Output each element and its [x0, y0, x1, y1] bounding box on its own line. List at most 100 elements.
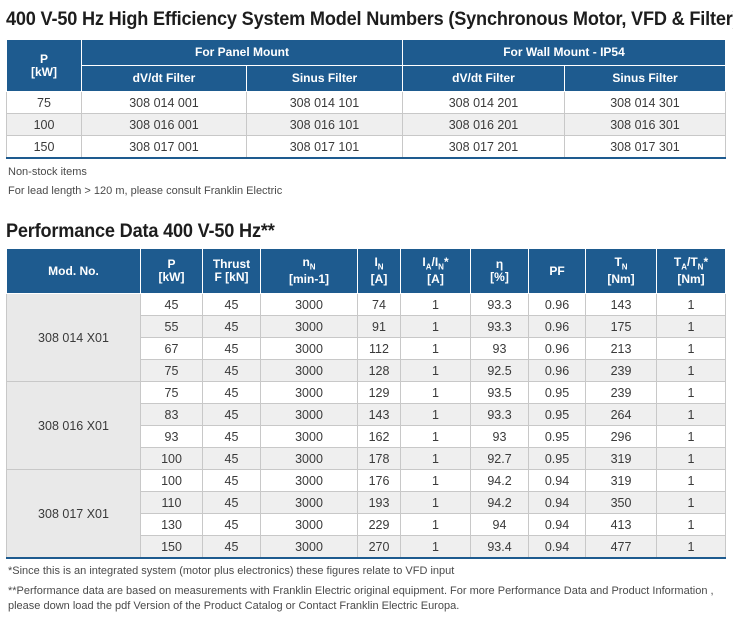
table-row: 308 017 X01 100 45 3000 176 1 94.2 0.94 319 1 [6, 469, 726, 559]
wall-sinus-filter-header: Sinus Filter [564, 65, 726, 92]
power-cell: 75 [6, 91, 82, 114]
speed-cell: 3000 [260, 381, 358, 404]
speed-cell: 3000 [260, 491, 358, 514]
model-number-cell: 308 014 101 [246, 91, 403, 114]
table-row: 67 45 3000 112 1 93 0.96 213 1 [7, 337, 726, 360]
torque-cell: 264 [585, 403, 657, 426]
starting-current-ratio-header: IA/IN* [A] [400, 248, 471, 294]
model-number-cell: 308 014 301 [564, 91, 726, 114]
starting-torque-ratio-cell: 1 [656, 491, 726, 514]
starting-torque-ratio-cell: 1 [656, 535, 726, 559]
table-row: 130 45 3000 229 1 94 0.94 413 1 [7, 513, 726, 536]
power-cell: 45 [140, 293, 203, 316]
efficiency-cell: 93.3 [470, 315, 529, 338]
torque-cell: 296 [585, 425, 657, 448]
current-header-symbol: I [374, 254, 378, 269]
speed-cell: 3000 [260, 535, 358, 559]
panel-dvdt-filter-header: dV/dt Filter [81, 65, 247, 92]
ia-star: * [443, 254, 449, 269]
model-numbers-table: P [kW] For Panel Mount For Wall Mount - … [6, 39, 726, 159]
torque-unit: [Nm] [607, 272, 635, 287]
speed-cell: 3000 [260, 337, 358, 360]
ia-unit: [A] [427, 272, 444, 287]
power-factor-cell: 0.94 [528, 513, 586, 536]
model-number-cell: 308 014 001 [81, 91, 247, 114]
model-number-cell: 308 014 X01 [6, 293, 141, 382]
thrust-cell: 45 [202, 513, 261, 536]
thrust-header-unit: F [kN] [214, 270, 249, 284]
starting-current-ratio-cell: 1 [400, 381, 471, 404]
current-cell: 128 [357, 359, 401, 382]
power-cell: 75 [140, 359, 203, 382]
power-cell: 100 [140, 469, 203, 492]
model-number-cell: 308 016 X01 [6, 381, 141, 470]
ta-subscript: A [681, 262, 687, 272]
power-cell: 75 [140, 381, 203, 404]
ia-symbol: I [422, 254, 426, 269]
current-cell: 193 [357, 491, 401, 514]
current-cell: 91 [357, 315, 401, 338]
torque-cell: 213 [585, 337, 657, 360]
starting-torque-ratio-cell: 1 [656, 337, 726, 360]
current-header: IN [A] [357, 248, 401, 294]
power-factor-cell: 0.94 [528, 491, 586, 514]
power-cell: 130 [140, 513, 203, 536]
lead-length-note: For lead length > 120 m, please consult … [8, 185, 283, 197]
table-row: 308 014 X01 45 45 3000 74 1 93.3 0.96 143 1 [6, 293, 726, 382]
panel-sinus-filter-header: Sinus Filter [246, 65, 403, 92]
current-cell: 112 [357, 337, 401, 360]
efficiency-cell: 94.2 [470, 491, 529, 514]
speed-cell: 3000 [260, 447, 358, 470]
power-factor-cell: 0.95 [528, 447, 586, 470]
starting-current-ratio-cell: 1 [400, 337, 471, 360]
wall-dvdt-filter-header: dV/dt Filter [402, 65, 565, 92]
table-row: 150 308 017 001 308 017 101 308 017 201 … [6, 135, 726, 159]
power-cell: 83 [140, 403, 203, 426]
speed-header: nN [min-1] [260, 248, 358, 294]
starting-current-ratio-cell: 1 [400, 469, 471, 492]
power-factor-cell: 0.95 [528, 403, 586, 426]
model-number-cell: 308 014 201 [402, 91, 565, 114]
thrust-cell: 45 [202, 293, 261, 316]
thrust-header-label: Thrust [212, 257, 251, 271]
power-factor-cell: 0.95 [528, 381, 586, 404]
model-number-cell: 308 017 101 [246, 135, 403, 159]
torque-cell: 319 [585, 469, 657, 492]
ta-subscript-2: N [697, 262, 704, 272]
model-number-header: Mod. No. [6, 248, 141, 294]
efficiency-cell: 93.5 [470, 381, 529, 404]
table-row: 100 45 3000 178 1 92.7 0.95 319 1 [7, 447, 726, 470]
table-row: 75 308 014 001 308 014 101 308 014 201 3… [6, 91, 726, 114]
torque-cell: 477 [585, 535, 657, 559]
thrust-cell: 45 [202, 535, 261, 559]
model-number-cell: 308 016 201 [402, 113, 565, 136]
thrust-cell: 45 [202, 359, 261, 382]
speed-header-symbol: n [302, 254, 310, 269]
torque-cell: 175 [585, 315, 657, 338]
starting-current-ratio-cell: 1 [400, 535, 471, 559]
wall-mount-header: For Wall Mount - IP54 [402, 39, 726, 66]
power-cell: 150 [140, 535, 203, 559]
power-factor-cell: 0.96 [528, 359, 586, 382]
starting-current-ratio-cell: 1 [400, 447, 471, 470]
power-cell: 67 [140, 337, 203, 360]
torque-symbol: T [614, 254, 622, 269]
power-factor-header: PF [528, 248, 586, 294]
power-cell: 150 [6, 135, 82, 159]
power-cell: 93 [140, 425, 203, 448]
torque-cell: 350 [585, 491, 657, 514]
power-header: P [kW] [140, 248, 203, 294]
ta-separator: /T [687, 254, 698, 269]
table-row: 55 45 3000 91 1 93.3 0.96 175 1 [7, 315, 726, 338]
power-header-label: P [167, 257, 176, 271]
thrust-header: Thrust F [kN] [202, 248, 261, 294]
starting-current-ratio-cell: 1 [400, 403, 471, 426]
power-factor-cell: 0.95 [528, 425, 586, 448]
starting-current-ratio-cell: 1 [400, 293, 471, 316]
thrust-cell: 45 [202, 381, 261, 404]
torque-subscript: N [621, 262, 628, 272]
ia-subscript-2: N [438, 262, 444, 272]
table-row: 75 45 3000 128 1 92.5 0.96 239 1 [7, 359, 726, 382]
speed-header-subscript: N [309, 262, 316, 272]
starting-torque-ratio-cell: 1 [656, 513, 726, 536]
